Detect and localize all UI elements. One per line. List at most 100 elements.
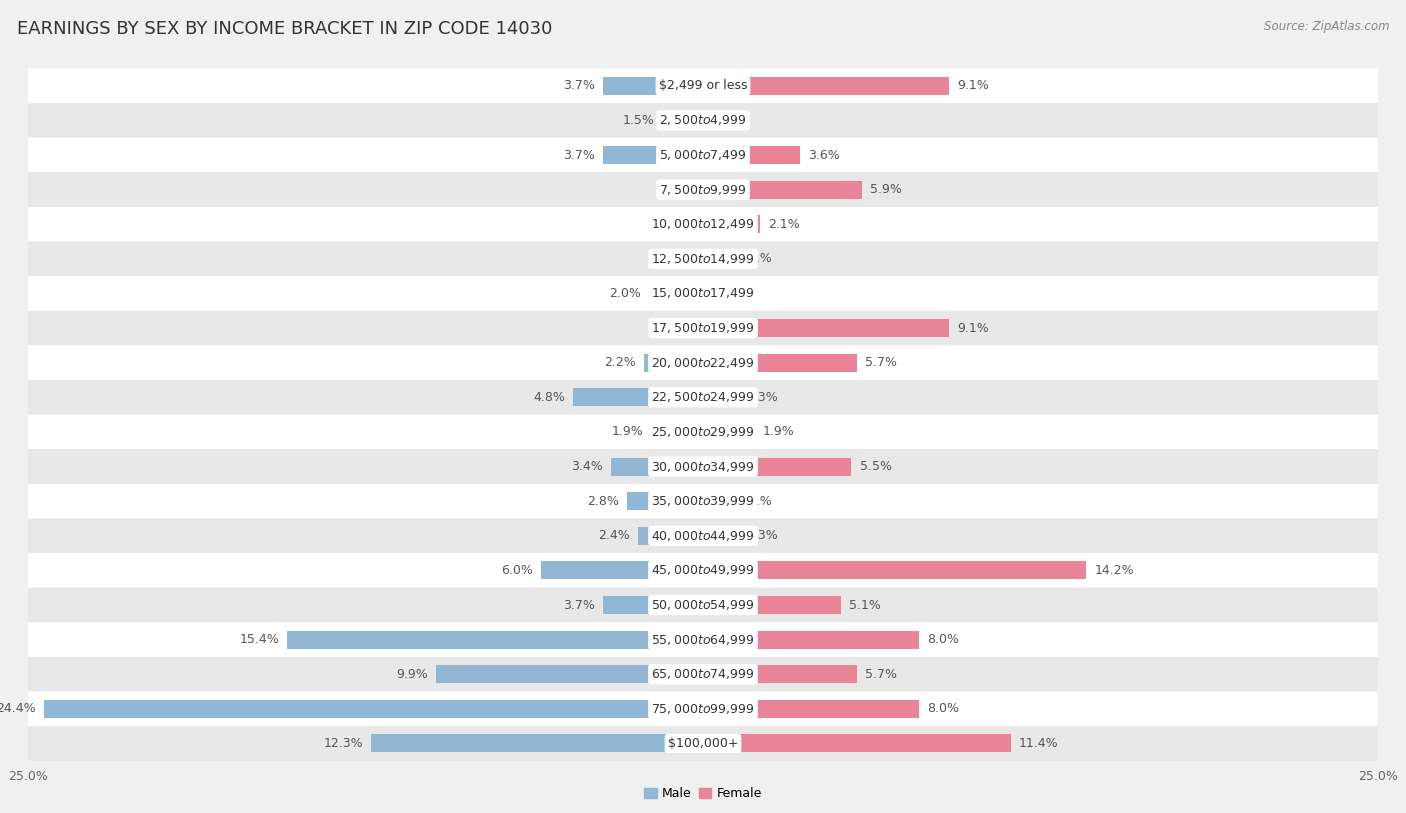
Text: $35,000 to $39,999: $35,000 to $39,999: [651, 494, 755, 508]
Text: 1.3%: 1.3%: [747, 529, 778, 542]
Bar: [703, 354, 856, 372]
FancyBboxPatch shape: [28, 726, 1378, 761]
Text: 0.0%: 0.0%: [658, 322, 689, 335]
Bar: [703, 492, 733, 511]
FancyBboxPatch shape: [28, 484, 1378, 519]
Text: 9.9%: 9.9%: [396, 667, 427, 680]
Text: $50,000 to $54,999: $50,000 to $54,999: [651, 598, 755, 612]
Bar: [662, 111, 703, 129]
Text: $65,000 to $74,999: $65,000 to $74,999: [651, 667, 755, 681]
Text: 9.1%: 9.1%: [956, 322, 988, 335]
Bar: [574, 389, 703, 406]
Text: $22,500 to $24,999: $22,500 to $24,999: [651, 390, 755, 404]
Text: $5,000 to $7,499: $5,000 to $7,499: [659, 148, 747, 162]
Bar: [703, 423, 754, 441]
Bar: [703, 180, 862, 198]
Text: 8.0%: 8.0%: [927, 633, 959, 646]
Text: $7,500 to $9,999: $7,500 to $9,999: [659, 183, 747, 197]
FancyBboxPatch shape: [28, 519, 1378, 553]
Bar: [436, 665, 703, 683]
Text: 2.1%: 2.1%: [768, 218, 800, 231]
Bar: [644, 354, 703, 372]
Text: 11.4%: 11.4%: [1019, 737, 1059, 750]
Bar: [652, 423, 703, 441]
FancyBboxPatch shape: [28, 380, 1378, 415]
Text: $25,000 to $29,999: $25,000 to $29,999: [651, 425, 755, 439]
Bar: [703, 665, 856, 683]
Text: 5.7%: 5.7%: [865, 667, 897, 680]
Bar: [603, 146, 703, 164]
Text: 24.4%: 24.4%: [0, 702, 37, 715]
Bar: [650, 285, 703, 302]
Bar: [703, 596, 841, 614]
Bar: [703, 389, 738, 406]
Text: $75,000 to $99,999: $75,000 to $99,999: [651, 702, 755, 715]
Text: $12,500 to $14,999: $12,500 to $14,999: [651, 252, 755, 266]
FancyBboxPatch shape: [28, 415, 1378, 450]
FancyBboxPatch shape: [28, 276, 1378, 311]
Text: 5.5%: 5.5%: [859, 460, 891, 473]
Text: 3.4%: 3.4%: [571, 460, 603, 473]
Bar: [287, 631, 703, 649]
Text: 0.0%: 0.0%: [717, 287, 748, 300]
Text: $40,000 to $44,999: $40,000 to $44,999: [651, 528, 755, 543]
Text: $30,000 to $34,999: $30,000 to $34,999: [651, 459, 755, 473]
FancyBboxPatch shape: [28, 657, 1378, 692]
Text: 0.0%: 0.0%: [658, 183, 689, 196]
Bar: [703, 146, 800, 164]
Text: 15.4%: 15.4%: [239, 633, 280, 646]
Bar: [45, 700, 703, 718]
Bar: [703, 527, 738, 545]
Text: $45,000 to $49,999: $45,000 to $49,999: [651, 563, 755, 577]
Bar: [612, 458, 703, 476]
FancyBboxPatch shape: [28, 450, 1378, 484]
Bar: [703, 562, 1087, 580]
Text: 1.3%: 1.3%: [747, 391, 778, 404]
Bar: [541, 562, 703, 580]
FancyBboxPatch shape: [28, 68, 1378, 103]
Text: 2.4%: 2.4%: [599, 529, 630, 542]
Text: 8.0%: 8.0%: [927, 702, 959, 715]
Text: $100,000+: $100,000+: [668, 737, 738, 750]
Text: $10,000 to $12,499: $10,000 to $12,499: [651, 217, 755, 231]
Text: $15,000 to $17,499: $15,000 to $17,499: [651, 286, 755, 301]
FancyBboxPatch shape: [28, 241, 1378, 276]
Text: 0.0%: 0.0%: [658, 218, 689, 231]
Bar: [703, 250, 733, 267]
Bar: [371, 734, 703, 753]
Text: 14.2%: 14.2%: [1094, 564, 1135, 577]
Bar: [703, 631, 920, 649]
Text: 12.3%: 12.3%: [323, 737, 363, 750]
Bar: [627, 492, 703, 511]
Text: 0.0%: 0.0%: [717, 114, 748, 127]
Bar: [603, 76, 703, 95]
Text: Source: ZipAtlas.com: Source: ZipAtlas.com: [1264, 20, 1389, 33]
Text: 6.0%: 6.0%: [501, 564, 533, 577]
Bar: [638, 527, 703, 545]
FancyBboxPatch shape: [28, 103, 1378, 137]
FancyBboxPatch shape: [28, 207, 1378, 241]
Text: 0.0%: 0.0%: [658, 252, 689, 265]
Text: $2,500 to $4,999: $2,500 to $4,999: [659, 114, 747, 128]
Text: EARNINGS BY SEX BY INCOME BRACKET IN ZIP CODE 14030: EARNINGS BY SEX BY INCOME BRACKET IN ZIP…: [17, 20, 553, 38]
Text: 3.7%: 3.7%: [564, 149, 595, 162]
Text: 1.1%: 1.1%: [741, 494, 772, 507]
Bar: [703, 319, 949, 337]
Text: 2.2%: 2.2%: [603, 356, 636, 369]
Bar: [603, 596, 703, 614]
Text: $55,000 to $64,999: $55,000 to $64,999: [651, 633, 755, 646]
FancyBboxPatch shape: [28, 172, 1378, 207]
Text: 2.0%: 2.0%: [609, 287, 641, 300]
FancyBboxPatch shape: [28, 137, 1378, 172]
Bar: [703, 700, 920, 718]
Text: 1.9%: 1.9%: [762, 425, 794, 438]
Text: 3.7%: 3.7%: [564, 598, 595, 611]
FancyBboxPatch shape: [28, 692, 1378, 726]
Text: 1.5%: 1.5%: [623, 114, 654, 127]
FancyBboxPatch shape: [28, 346, 1378, 380]
Text: 1.1%: 1.1%: [741, 252, 772, 265]
Text: 5.1%: 5.1%: [849, 598, 880, 611]
Bar: [703, 458, 852, 476]
Text: $17,500 to $19,999: $17,500 to $19,999: [651, 321, 755, 335]
FancyBboxPatch shape: [28, 311, 1378, 346]
